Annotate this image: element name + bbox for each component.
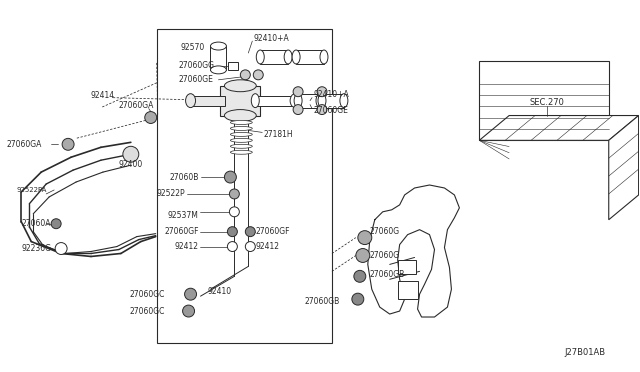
Ellipse shape <box>186 94 196 108</box>
Bar <box>157 29 332 343</box>
Circle shape <box>253 70 263 80</box>
Ellipse shape <box>316 94 324 108</box>
Bar <box>228 62 238 70</box>
Ellipse shape <box>230 150 252 154</box>
Text: 27060A: 27060A <box>21 219 51 228</box>
Ellipse shape <box>230 138 252 142</box>
Text: 92236G: 92236G <box>21 244 51 253</box>
Ellipse shape <box>284 50 292 64</box>
Ellipse shape <box>318 94 326 108</box>
Circle shape <box>51 219 61 229</box>
Bar <box>255 96 295 106</box>
Circle shape <box>227 227 237 237</box>
Circle shape <box>358 231 372 244</box>
Text: 27060GB: 27060GB <box>370 270 405 279</box>
Polygon shape <box>609 116 639 220</box>
Circle shape <box>145 112 157 124</box>
Ellipse shape <box>290 94 300 108</box>
Text: 92570: 92570 <box>180 42 205 52</box>
Bar <box>397 281 417 299</box>
Ellipse shape <box>294 94 302 108</box>
Text: 92522P: 92522P <box>157 189 186 198</box>
Text: 92410+A: 92410+A <box>253 33 289 43</box>
Text: 27060GA: 27060GA <box>119 101 154 110</box>
Bar <box>220 86 260 116</box>
Ellipse shape <box>252 94 259 108</box>
Circle shape <box>229 189 239 199</box>
Ellipse shape <box>230 132 252 137</box>
Text: 27060GE: 27060GE <box>179 75 214 84</box>
Circle shape <box>317 105 327 115</box>
Bar <box>211 46 227 70</box>
Bar <box>397 260 415 274</box>
Ellipse shape <box>211 66 227 74</box>
Text: 27060GG: 27060GG <box>179 61 214 70</box>
Text: 27060GC: 27060GC <box>129 307 164 315</box>
Circle shape <box>225 171 236 183</box>
Circle shape <box>227 241 237 251</box>
Text: SEC.270: SEC.270 <box>529 98 564 107</box>
Text: 27060GE: 27060GE <box>313 106 348 115</box>
Ellipse shape <box>211 42 227 50</box>
Text: 27060GF: 27060GF <box>255 227 290 236</box>
Bar <box>479 61 609 140</box>
Circle shape <box>229 207 239 217</box>
Ellipse shape <box>230 121 252 125</box>
Text: 27060G: 27060G <box>370 251 400 260</box>
Circle shape <box>293 87 303 97</box>
Circle shape <box>62 138 74 150</box>
Text: J27B01AB: J27B01AB <box>564 348 605 357</box>
Polygon shape <box>479 116 639 140</box>
Text: 27181H: 27181H <box>263 130 293 139</box>
Text: 92400: 92400 <box>119 160 143 169</box>
Circle shape <box>245 241 255 251</box>
Circle shape <box>55 243 67 254</box>
Ellipse shape <box>292 50 300 64</box>
Circle shape <box>354 270 366 282</box>
Circle shape <box>245 227 255 237</box>
Text: 27060GA: 27060GA <box>6 140 42 149</box>
Text: 92522PA: 92522PA <box>17 187 47 193</box>
Text: 92412: 92412 <box>175 242 198 251</box>
Ellipse shape <box>225 110 256 122</box>
Ellipse shape <box>225 80 256 92</box>
Circle shape <box>123 146 139 162</box>
Text: 92410+A: 92410+A <box>313 90 349 99</box>
Text: 92537M: 92537M <box>168 211 198 220</box>
Circle shape <box>356 248 370 262</box>
Text: 92414: 92414 <box>91 91 115 100</box>
Ellipse shape <box>230 144 252 148</box>
Text: 27060B: 27060B <box>169 173 198 182</box>
Circle shape <box>182 305 195 317</box>
Text: 27060GF: 27060GF <box>164 227 198 236</box>
Circle shape <box>352 293 364 305</box>
Text: 27060G: 27060G <box>370 227 400 236</box>
Text: 27060GB: 27060GB <box>305 296 340 306</box>
Bar <box>296 50 324 64</box>
Bar <box>191 96 225 106</box>
Bar <box>260 50 288 64</box>
Circle shape <box>184 288 196 300</box>
Text: 92410: 92410 <box>207 287 232 296</box>
Ellipse shape <box>320 50 328 64</box>
Circle shape <box>293 105 303 115</box>
Bar <box>322 94 344 108</box>
Circle shape <box>317 87 327 97</box>
Text: 27060GC: 27060GC <box>129 290 164 299</box>
Text: 92412: 92412 <box>255 242 279 251</box>
Circle shape <box>241 70 250 80</box>
Ellipse shape <box>256 50 264 64</box>
Ellipse shape <box>340 94 348 108</box>
Bar <box>298 94 320 108</box>
Ellipse shape <box>230 126 252 131</box>
